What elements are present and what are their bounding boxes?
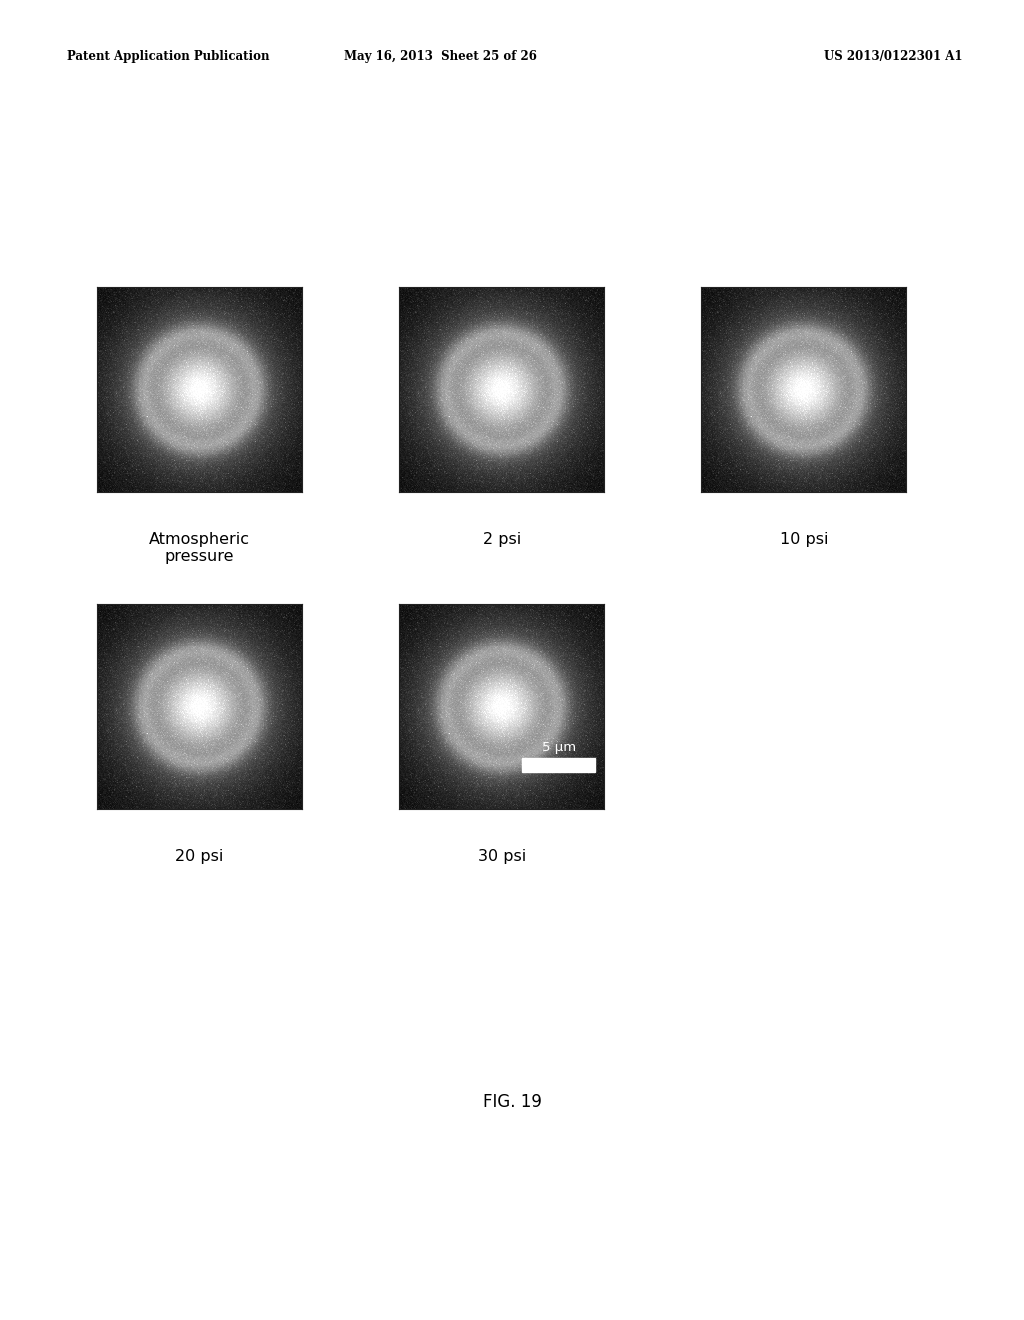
Text: Patent Application Publication: Patent Application Publication	[67, 50, 269, 63]
Text: May 16, 2013  Sheet 25 of 26: May 16, 2013 Sheet 25 of 26	[344, 50, 537, 63]
Text: US 2013/0122301 A1: US 2013/0122301 A1	[824, 50, 963, 63]
Text: 10 psi: 10 psi	[779, 532, 828, 546]
FancyBboxPatch shape	[522, 759, 595, 772]
Text: 5 μm: 5 μm	[542, 742, 577, 754]
Text: 2 psi: 2 psi	[482, 532, 521, 546]
Text: 30 psi: 30 psi	[477, 849, 526, 863]
Text: 20 psi: 20 psi	[175, 849, 224, 863]
Text: Atmospheric
pressure: Atmospheric pressure	[150, 532, 250, 565]
Text: FIG. 19: FIG. 19	[482, 1093, 542, 1111]
